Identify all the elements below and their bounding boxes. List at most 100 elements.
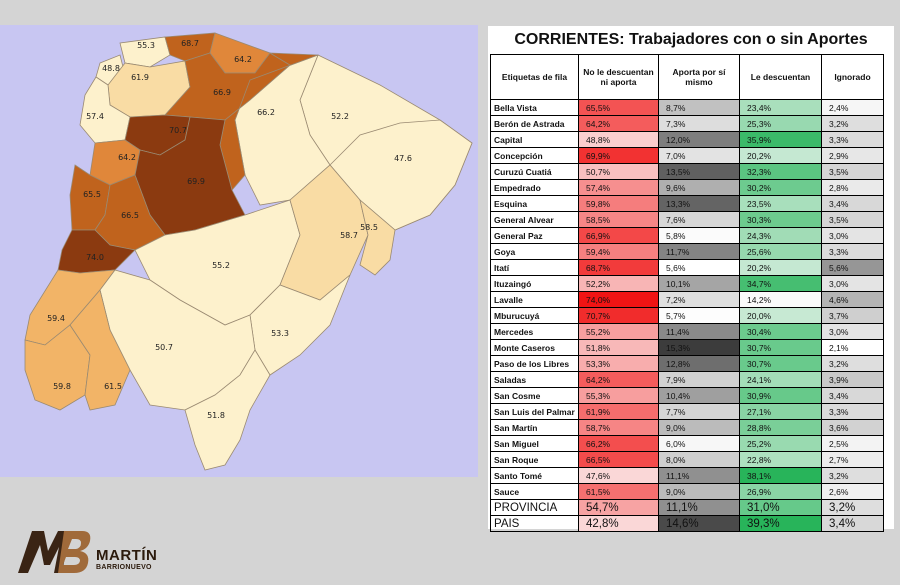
cell-le: 30,3% xyxy=(739,211,822,228)
cell-ig: 2,6% xyxy=(821,483,884,500)
cell-ap: 10,1% xyxy=(658,275,740,292)
table-row: Mburucuyá 70,7% 5,7% 20,0% 3,7% xyxy=(490,307,884,324)
cell-name: Capital xyxy=(490,131,579,148)
table-row: Santo Tomé 47,6% 11,1% 38,1% 3,2% xyxy=(490,467,884,484)
cell-le: 23,4% xyxy=(739,99,822,116)
cell-ap: 7,6% xyxy=(658,211,740,228)
cell-ap: 11,7% xyxy=(658,243,740,260)
cell-ig: 2,1% xyxy=(821,339,884,356)
table-total-row: PROVINCIA 54,7% 11,1% 31,0% 3,2% xyxy=(490,499,884,516)
label-capital: 48.8 xyxy=(102,64,120,73)
label-goya: 59.4 xyxy=(47,314,65,323)
label-itati: 68.7 xyxy=(181,39,199,48)
table-row: San Roque 66,5% 8,0% 22,8% 2,7% xyxy=(490,451,884,468)
label-monte-caseros: 51.8 xyxy=(207,411,225,420)
cell-name: Concepción xyxy=(490,147,579,164)
cell-ig: 3,3% xyxy=(821,131,884,148)
data-table-panel: CORRIENTES: Trabajadores con o sin Aport… xyxy=(488,26,894,532)
label-mercedes: 55.2 xyxy=(212,261,230,270)
cell-name: General Paz xyxy=(490,227,579,244)
cell-ap: 5,6% xyxy=(658,259,740,276)
label-san-luis: 64.2 xyxy=(234,55,252,64)
cell-no: 70,7% xyxy=(578,307,659,324)
cell-le: 25,6% xyxy=(739,243,822,260)
table-row: Itatí 68,7% 5,6% 20,2% 5,6% xyxy=(490,259,884,276)
table-row: Ituzaingó 52,2% 10,1% 34,7% 3,0% xyxy=(490,275,884,292)
cell-ap: 6,0% xyxy=(658,435,740,452)
label-lavalle: 74.0 xyxy=(86,253,104,262)
cell-ig: 2,4% xyxy=(821,99,884,116)
label-san-roque: 66.5 xyxy=(121,211,139,220)
cell-ap: 9,6% xyxy=(658,179,740,196)
table-row: Berón de Astrada 64,2% 7,3% 25,3% 3,2% xyxy=(490,115,884,132)
table-title: CORRIENTES: Trabajadores con o sin Aport… xyxy=(514,31,868,48)
cell-ap: 15,3% xyxy=(658,339,740,356)
cell-ap: 11,1% xyxy=(658,467,740,484)
cell-no: 51,8% xyxy=(578,339,659,356)
cell-le: 30,7% xyxy=(739,355,822,372)
cell-ig: 3,0% xyxy=(821,227,884,244)
cell-le: 30,7% xyxy=(739,339,822,356)
cell-ig: 3,4% xyxy=(821,195,884,212)
cell-no: 55,2% xyxy=(578,323,659,340)
table-row: Concepción 69,9% 7,0% 20,2% 2,9% xyxy=(490,147,884,164)
cell-name: Bella Vista xyxy=(490,99,579,116)
cell-name: Esquina xyxy=(490,195,579,212)
cell-le: 20,0% xyxy=(739,307,822,324)
table-row: Goya 59,4% 11,7% 25,6% 3,3% xyxy=(490,243,884,260)
cell-ig: 3,2% xyxy=(821,499,884,516)
cell-ig: 2,8% xyxy=(821,179,884,196)
cell-le: 28,8% xyxy=(739,419,822,436)
cell-no: 64,2% xyxy=(578,115,659,132)
cell-le: 30,4% xyxy=(739,323,822,340)
cell-name: Goya xyxy=(490,243,579,260)
cell-le: 22,8% xyxy=(739,451,822,468)
cell-ap: 10,4% xyxy=(658,387,740,404)
dept-monte-caseros xyxy=(184,349,271,471)
label-beron: 66.9 xyxy=(213,88,231,97)
cell-name: Paso de los Libres xyxy=(490,355,579,372)
cell-ig: 2,7% xyxy=(821,451,884,468)
table-row: San Martín 58,7% 9,0% 28,8% 3,6% xyxy=(490,419,884,436)
table-row: Sauce 61,5% 9,0% 26,9% 2,6% xyxy=(490,483,884,500)
header-label: Etiquetas de fila xyxy=(490,54,579,100)
table-row: Esquina 59,8% 13,3% 23,5% 3,4% xyxy=(490,195,884,212)
cell-no: 50,7% xyxy=(578,163,659,180)
cell-ig: 3,3% xyxy=(821,403,884,420)
cell-no: 54,7% xyxy=(578,499,659,516)
label-curuzu: 50.7 xyxy=(155,343,173,352)
cell-le: 32,3% xyxy=(739,163,822,180)
cell-ig: 3,2% xyxy=(821,115,884,132)
cell-ig: 5,6% xyxy=(821,259,884,276)
label-san-cosme: 55.3 xyxy=(137,41,155,50)
cell-no: 68,7% xyxy=(578,259,659,276)
label-gen-paz: 61.9 xyxy=(131,73,149,82)
cell-name: PROVINCIA xyxy=(490,499,579,516)
cell-name: Curuzú Cuatiá xyxy=(490,163,579,180)
cell-ig: 3,0% xyxy=(821,275,884,292)
cell-name: San Miguel xyxy=(490,435,579,452)
cell-ig: 3,0% xyxy=(821,323,884,340)
cell-ap: 5,7% xyxy=(658,307,740,324)
table-row: Bella Vista 65,5% 8,7% 23,4% 2,4% xyxy=(490,99,884,116)
cell-ig: 3,9% xyxy=(821,371,884,388)
cell-ap: 8,0% xyxy=(658,451,740,468)
cell-ap: 12,8% xyxy=(658,355,740,372)
table-row: San Cosme 55,3% 10,4% 30,9% 3,4% xyxy=(490,387,884,404)
label-alvear-east: 58.5 xyxy=(360,223,378,232)
cell-ap: 12,0% xyxy=(658,131,740,148)
cell-ap: 13,5% xyxy=(658,163,740,180)
label-mburucuya: 70.7 xyxy=(169,126,187,135)
cell-ig: 3,2% xyxy=(821,467,884,484)
cell-le: 30,2% xyxy=(739,179,822,196)
label-bella-vista: 65.5 xyxy=(83,190,101,199)
table-row: Monte Caseros 51,8% 15,3% 30,7% 2,1% xyxy=(490,339,884,356)
cell-le: 38,1% xyxy=(739,467,822,484)
cell-no: 42,8% xyxy=(578,515,659,532)
label-sauce: 61.5 xyxy=(104,382,122,391)
cell-ap: 11,1% xyxy=(658,499,740,516)
map-panel: 55.3 68.7 64.2 48.8 61.9 66.9 66.2 52.2 … xyxy=(0,25,478,477)
cell-no: 65,5% xyxy=(578,99,659,116)
cell-le: 31,0% xyxy=(739,499,822,516)
cell-no: 55,3% xyxy=(578,387,659,404)
